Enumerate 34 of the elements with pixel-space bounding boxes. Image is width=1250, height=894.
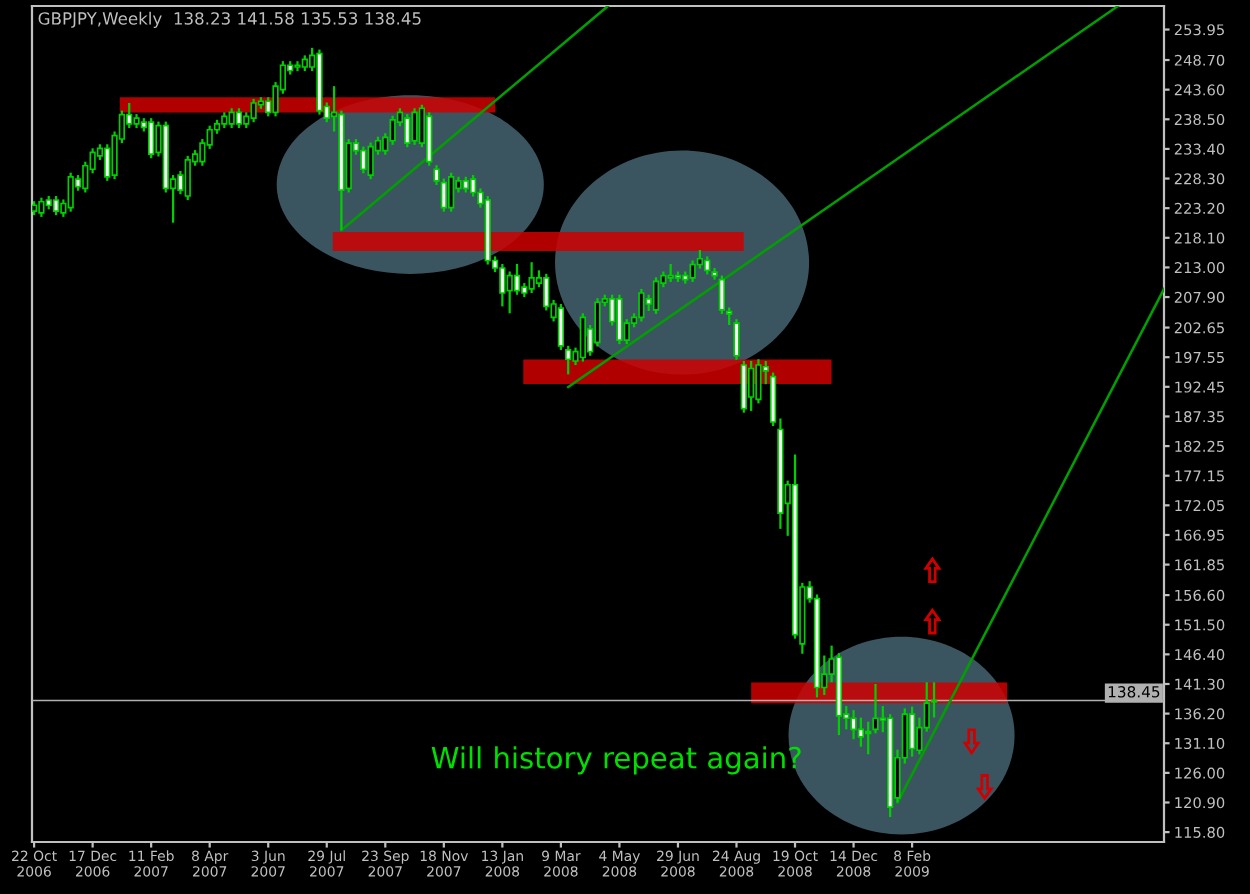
candlestick <box>82 160 89 194</box>
candlestick <box>404 112 411 149</box>
candlestick <box>594 297 601 348</box>
candlestick <box>506 270 513 315</box>
candlestick <box>908 705 916 758</box>
candlestick <box>235 107 243 130</box>
candlestick <box>850 709 857 741</box>
candlestick <box>52 194 60 217</box>
candlestick <box>250 97 257 124</box>
candlestick <box>857 716 865 748</box>
candlestick <box>704 255 711 276</box>
candlestick <box>448 171 455 213</box>
candlestick <box>747 359 755 413</box>
candlestick <box>755 358 762 405</box>
candlestick <box>411 107 418 146</box>
candlestick <box>740 359 747 414</box>
candlestick <box>148 117 155 160</box>
candlestick <box>513 262 521 296</box>
candlestick <box>360 145 367 175</box>
annotation: Will history repeat again? <box>431 746 801 775</box>
chart-title: GBPJPY,Weekly 138.23 141.58 135.53 138.45 <box>38 11 421 28</box>
candlestick <box>579 312 586 363</box>
candlestick <box>652 276 660 316</box>
candlestick <box>528 261 535 295</box>
candlestick <box>667 262 674 284</box>
candlestick <box>67 171 74 213</box>
candlestick <box>616 293 623 346</box>
candlestick <box>228 107 235 130</box>
candlestick <box>367 141 374 181</box>
candlestick <box>38 196 45 218</box>
candlestick <box>638 287 645 323</box>
candlestick <box>426 111 433 167</box>
candlestick <box>184 154 191 202</box>
candlestick <box>499 262 506 308</box>
